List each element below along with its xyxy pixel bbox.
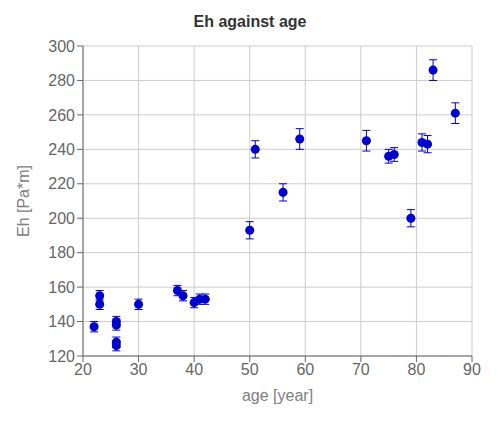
svg-text:140: 140 — [48, 313, 75, 330]
svg-text:260: 260 — [48, 107, 75, 124]
svg-text:70: 70 — [352, 361, 370, 378]
svg-text:30: 30 — [130, 361, 148, 378]
svg-text:160: 160 — [48, 279, 75, 296]
svg-text:40: 40 — [185, 361, 203, 378]
svg-text:20: 20 — [74, 361, 92, 378]
svg-text:180: 180 — [48, 244, 75, 261]
svg-text:280: 280 — [48, 72, 75, 89]
svg-text:300: 300 — [48, 38, 75, 55]
svg-text:50: 50 — [241, 361, 259, 378]
svg-text:90: 90 — [463, 361, 481, 378]
html-text:Eh against age: Eh against age — [193, 13, 307, 30]
svg-text:240: 240 — [48, 141, 75, 158]
svg-text:120: 120 — [48, 348, 75, 365]
svg-text:200: 200 — [48, 210, 75, 227]
svg-text:60: 60 — [296, 361, 314, 378]
svg-text:220: 220 — [48, 175, 75, 192]
svg-text:Eh [Pa*m]: Eh [Pa*m] — [15, 165, 32, 237]
svg-text:age [year]: age [year] — [242, 387, 313, 404]
svg-text:80: 80 — [408, 361, 426, 378]
